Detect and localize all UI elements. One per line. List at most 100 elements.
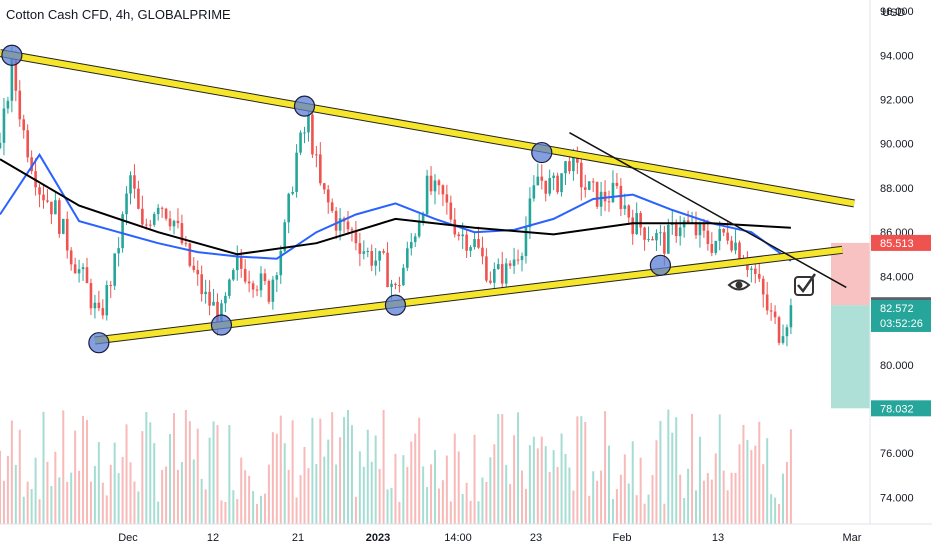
candle-body <box>627 205 631 218</box>
candle-body <box>402 267 405 286</box>
candle-body <box>97 302 101 309</box>
volume-bar <box>133 481 136 524</box>
candle-body <box>228 279 231 296</box>
candle-body <box>188 243 192 266</box>
volume-bar <box>382 409 385 524</box>
ma-fast-line <box>0 152 792 262</box>
volume-bar <box>659 420 662 524</box>
volume-bar <box>248 475 251 524</box>
candle-body <box>192 265 196 270</box>
y-tick-label: 94.000 <box>880 50 914 62</box>
y-tick-label: 92.000 <box>880 94 914 106</box>
volume-bar <box>738 444 741 524</box>
candle-body <box>481 247 484 257</box>
volume-bar <box>303 446 306 524</box>
volume-bar <box>232 490 235 524</box>
volume-bar <box>552 450 555 524</box>
candle-body <box>540 176 544 181</box>
volume-bar <box>687 468 690 524</box>
position-zones <box>831 242 870 409</box>
x-tick-label: 12 <box>207 532 219 544</box>
volume-bar <box>643 503 646 524</box>
candle-body <box>303 132 306 134</box>
candle-body <box>93 302 97 309</box>
candle-body <box>734 242 737 251</box>
volume-bar <box>192 459 195 524</box>
candle-body <box>619 185 623 209</box>
volume-bar <box>667 409 670 524</box>
touch-marker <box>384 294 407 316</box>
volume-bar <box>528 445 531 524</box>
volume-bar <box>418 417 421 524</box>
candle-body <box>552 175 555 179</box>
candle-body <box>247 281 251 284</box>
touch-marker <box>293 95 316 117</box>
volume-bar <box>6 455 9 524</box>
candle-body <box>536 176 540 186</box>
candle-body <box>781 336 785 343</box>
candle-body <box>757 273 761 279</box>
volume-bar <box>394 453 397 524</box>
volume-bar <box>287 469 290 524</box>
touch-markers <box>1 44 672 354</box>
volume-bar <box>105 495 108 524</box>
volume-bar <box>473 434 476 524</box>
candle-body <box>406 248 409 268</box>
candle-body <box>50 201 53 215</box>
candle-body <box>785 327 789 337</box>
candle-body <box>338 218 342 231</box>
candle-body <box>615 182 619 186</box>
volume-bar <box>22 496 25 524</box>
candle-body <box>259 273 263 291</box>
candle-body <box>647 238 650 240</box>
candle-body <box>789 305 793 328</box>
volume-bar <box>307 468 310 524</box>
candle-body <box>263 273 267 281</box>
volume-bar <box>445 455 448 524</box>
candle-body <box>643 227 646 240</box>
candle-body <box>239 256 243 269</box>
candle-body <box>315 154 318 156</box>
volume-bar <box>149 422 152 524</box>
candle-body <box>607 201 611 203</box>
chart-title: Cotton Cash CFD, 4h, GLOBALPRIME <box>6 7 231 22</box>
volume-bar <box>200 478 203 524</box>
candle-body <box>623 205 627 209</box>
candle-body <box>208 291 211 306</box>
volume-bar <box>647 494 650 524</box>
candle-body <box>164 208 168 219</box>
volume-bar <box>623 454 626 524</box>
y-axis: 96.00094.00092.00090.00088.00086.00084.0… <box>880 6 914 504</box>
candle-body <box>512 259 516 266</box>
channel-line <box>94 246 843 344</box>
volume-bar <box>505 464 508 524</box>
candle-body <box>587 181 591 190</box>
x-tick-label: Mar <box>843 532 862 544</box>
volume-bar <box>675 417 678 524</box>
candle-body <box>232 270 235 280</box>
volume-bar <box>335 464 338 524</box>
volume-bar <box>113 442 116 524</box>
candle-body <box>469 247 472 251</box>
volume-bar <box>485 481 488 524</box>
volume-bar <box>350 425 353 524</box>
candle-body <box>152 214 156 225</box>
volume-bar <box>627 483 630 524</box>
volume-bar <box>410 441 413 524</box>
volume-bar <box>256 503 259 524</box>
candle-body <box>698 224 702 236</box>
trendlines-layer <box>0 49 855 345</box>
candle-body <box>489 280 492 283</box>
volume-bar <box>319 418 322 524</box>
candle-body <box>595 181 599 207</box>
volume-bar <box>714 453 717 524</box>
volume-bar <box>461 494 464 524</box>
volume-bar <box>291 420 294 524</box>
candle-body <box>564 161 567 174</box>
candle-body <box>445 194 449 203</box>
target-price-tag: 78.032 <box>880 403 914 415</box>
candle-body <box>184 243 188 245</box>
